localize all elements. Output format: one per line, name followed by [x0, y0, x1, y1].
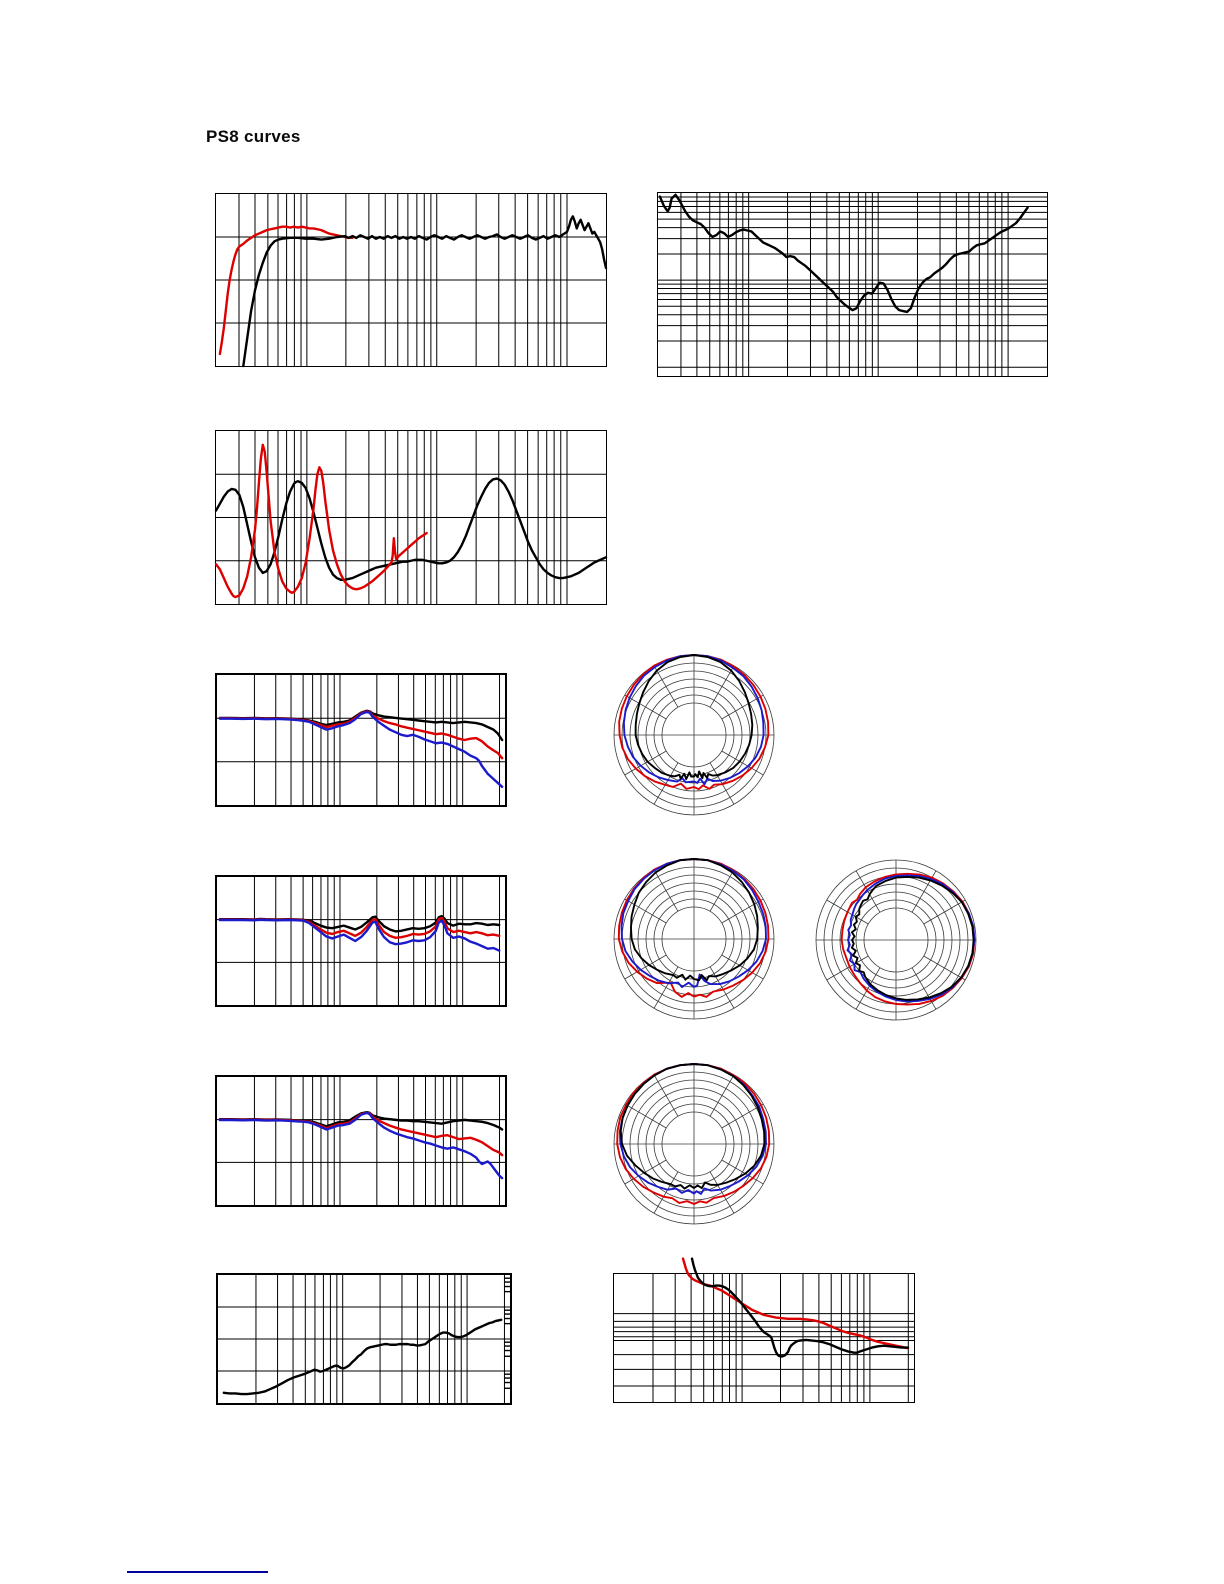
- frequency-response-chart: [215, 193, 607, 367]
- polar-directivity-plot-3: [811, 855, 981, 1025]
- falling-curves-loglog-chart: [613, 1273, 915, 1403]
- polar-directivity-plot-1: [609, 650, 779, 820]
- off-axis-response-chart-2: [215, 875, 507, 1007]
- polar-directivity-plot-2: [609, 854, 779, 1024]
- off-axis-response-chart-1: [215, 673, 507, 807]
- polar-directivity-plot-4: [609, 1059, 779, 1229]
- distortion-loglog-chart: [657, 192, 1048, 377]
- rising-curve-chart: [216, 1273, 512, 1405]
- off-axis-response-chart-3: [215, 1075, 507, 1207]
- footer-link-rule[interactable]: [127, 1571, 268, 1573]
- impedance-chart: [215, 430, 607, 605]
- page-title: PS8 curves: [206, 127, 301, 146]
